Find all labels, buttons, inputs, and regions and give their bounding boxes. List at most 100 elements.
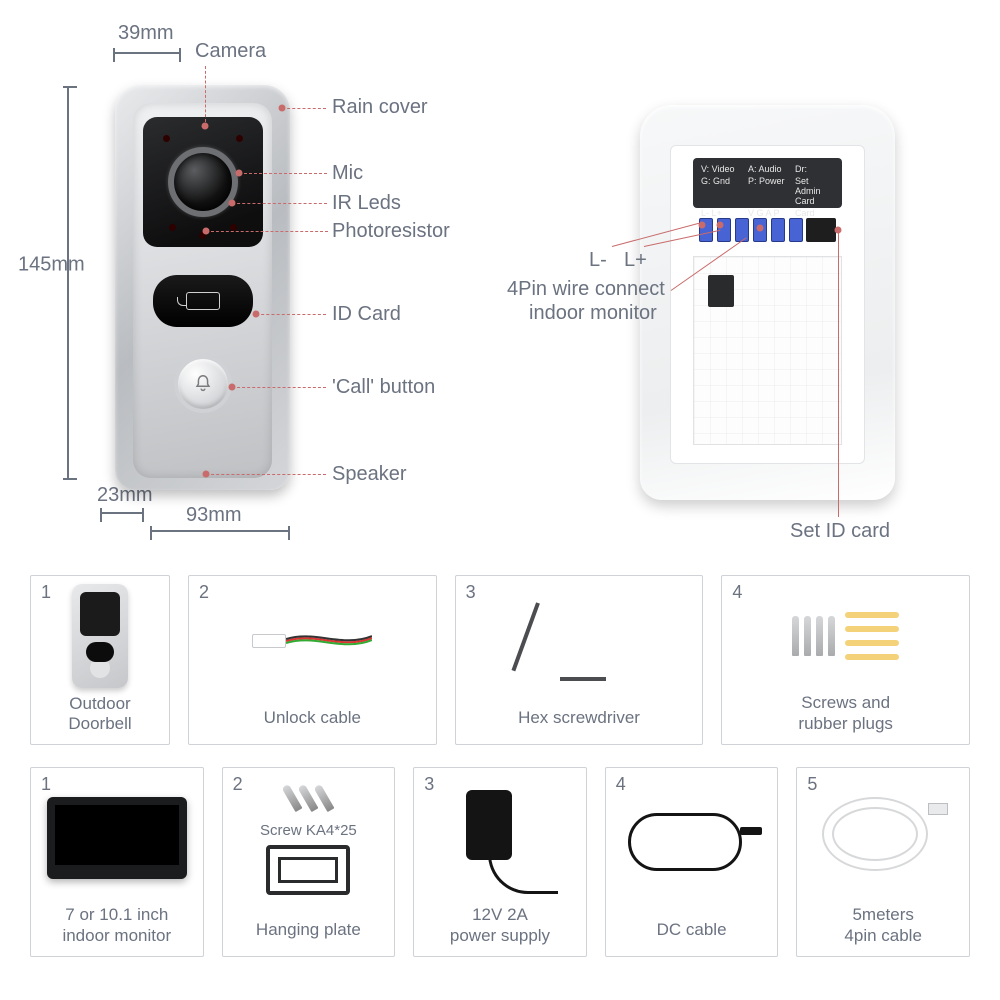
leader-dot bbox=[835, 227, 842, 234]
top-diagram-section: 39mm 145mm 23mm 93mm bbox=[0, 0, 1000, 560]
doorbell-front-view bbox=[115, 85, 290, 490]
callout-camera: Camera bbox=[195, 40, 266, 63]
circuit-board bbox=[693, 256, 842, 445]
dim-label-width: 93mm bbox=[186, 504, 242, 527]
rfid-icon bbox=[186, 292, 220, 310]
cell-4pin-cable: 5 5meters4pin cable bbox=[796, 767, 970, 957]
mini-doorbell-icon bbox=[72, 584, 128, 688]
pcb-text: L- L+ bbox=[701, 208, 740, 218]
cell-outdoor-doorbell: 1 Outdoor Doorbell bbox=[30, 575, 170, 745]
front-plate bbox=[133, 103, 272, 478]
cell-caption: Hex screwdriver bbox=[464, 696, 695, 744]
doorbell-back-view: V: Video A: Audio Dr: G: Gnd P: Power Se… bbox=[640, 105, 895, 500]
leader-id-card bbox=[256, 314, 326, 315]
leader-ir bbox=[232, 203, 327, 204]
leader-photoresistor bbox=[206, 231, 328, 232]
pcb-legend: V: Video A: Audio Dr: G: Gnd P: Power Se… bbox=[693, 158, 842, 208]
cell-number: 2 bbox=[233, 774, 243, 795]
ir-led-dot bbox=[169, 224, 176, 231]
ir-led-dot bbox=[236, 135, 243, 142]
cell-number: 5 bbox=[807, 774, 817, 795]
dip-switch bbox=[806, 218, 836, 242]
bell-icon bbox=[192, 373, 214, 395]
pcb-text: A: Audio bbox=[748, 164, 787, 174]
leader-dot bbox=[229, 384, 236, 391]
leader-camera bbox=[205, 66, 206, 122]
cell-number: 1 bbox=[41, 774, 51, 795]
callout-ir: IR Leds bbox=[332, 192, 401, 215]
call-button bbox=[174, 355, 232, 413]
cell-caption: Hanging plate bbox=[231, 908, 387, 956]
terminal bbox=[735, 218, 749, 242]
callout-l-minus: L- bbox=[589, 249, 607, 272]
pcb-text: P: Power bbox=[748, 176, 787, 206]
pcb-text: V: Video bbox=[701, 164, 740, 174]
pcb-text: Dr: bbox=[795, 164, 834, 174]
cell-hex-screwdriver: 3 Hex screwdriver bbox=[455, 575, 704, 745]
cell-caption: Unlock cable bbox=[197, 696, 428, 744]
cell-unlock-cable: 2 Unlock cable bbox=[188, 575, 437, 745]
id-card-reader bbox=[153, 275, 253, 327]
callout-photoresistor: Photoresistor bbox=[332, 220, 450, 243]
camera-head bbox=[143, 117, 263, 247]
callout-mic: Mic bbox=[332, 162, 363, 185]
callout-rain-cover: Rain cover bbox=[332, 96, 428, 119]
cell-number: 3 bbox=[466, 582, 476, 603]
dim-bar-depth-top bbox=[113, 52, 181, 54]
cell-number: 3 bbox=[424, 774, 434, 795]
accessories-row-1: 1 Outdoor Doorbell 2 Unlock cable 3 Hex … bbox=[30, 575, 970, 745]
cell-caption: Screws andrubber plugs bbox=[730, 687, 961, 744]
callout-id-card: ID Card bbox=[332, 303, 401, 326]
hex-key-icon bbox=[524, 595, 634, 685]
callout-4pin-l2: indoor monitor bbox=[529, 302, 657, 325]
terminal bbox=[789, 218, 803, 242]
cell-number: 2 bbox=[199, 582, 209, 603]
hanging-plate-icon bbox=[266, 845, 350, 895]
accessories-row-2: 1 7 or 10.1 inchindoor monitor 2 Screw K… bbox=[30, 767, 970, 957]
unlock-cable-icon bbox=[252, 620, 372, 660]
leader-mic bbox=[239, 173, 327, 174]
leader-dot bbox=[203, 228, 210, 235]
small-screws-icon bbox=[288, 784, 328, 812]
cell-number: 1 bbox=[41, 582, 51, 603]
pcb-text: V G A P bbox=[748, 208, 787, 218]
chip bbox=[708, 275, 734, 307]
cell-number: 4 bbox=[616, 774, 626, 795]
dim-label-height: 145mm bbox=[18, 254, 85, 277]
callout-4pin-l1: 4Pin wire connect bbox=[507, 278, 665, 301]
callout-l-plus: L+ bbox=[624, 249, 647, 272]
leader-rain-cover bbox=[282, 108, 326, 109]
cell-sublabel: Screw KA4*25 bbox=[260, 822, 357, 839]
cell-number: 4 bbox=[732, 582, 742, 603]
leader-speaker bbox=[206, 474, 326, 475]
dim-bar-width bbox=[150, 530, 290, 532]
leader-dot bbox=[279, 105, 286, 112]
power-supply-icon bbox=[460, 790, 540, 886]
leader-dot bbox=[229, 200, 236, 207]
accessories-section: 1 Outdoor Doorbell 2 Unlock cable 3 Hex … bbox=[30, 575, 970, 979]
back-panel: V: Video A: Audio Dr: G: Gnd P: Power Se… bbox=[670, 145, 865, 464]
leader-set-id bbox=[838, 232, 839, 517]
cell-dc-cable: 4 DC cable bbox=[605, 767, 779, 957]
camera-lens bbox=[168, 147, 238, 217]
callout-set-id: Set ID card bbox=[790, 520, 890, 543]
monitor-icon bbox=[47, 797, 187, 879]
leader-call bbox=[232, 387, 326, 388]
leader-dot bbox=[203, 471, 210, 478]
callout-speaker: Speaker bbox=[332, 463, 407, 486]
terminal bbox=[771, 218, 785, 242]
cell-hanging-plate: 2 Screw KA4*25 Hanging plate bbox=[222, 767, 396, 957]
pcb-text: Set Admin Card bbox=[795, 176, 834, 206]
pcb-text: Card bbox=[795, 208, 834, 218]
leader-dot bbox=[757, 225, 764, 232]
leader-dot bbox=[699, 222, 706, 229]
dim-bar-depth-bottom bbox=[100, 512, 144, 514]
cell-caption: 5meters4pin cable bbox=[805, 899, 961, 956]
dc-cable-icon bbox=[622, 807, 762, 877]
fourpin-cable-icon bbox=[818, 793, 948, 883]
callout-call-button: 'Call' button bbox=[332, 376, 435, 399]
cell-indoor-monitor: 1 7 or 10.1 inchindoor monitor bbox=[30, 767, 204, 957]
leader-dot bbox=[202, 123, 209, 130]
cell-power-supply: 3 12V 2Apower supply bbox=[413, 767, 587, 957]
cell-caption: 7 or 10.1 inchindoor monitor bbox=[39, 899, 195, 956]
